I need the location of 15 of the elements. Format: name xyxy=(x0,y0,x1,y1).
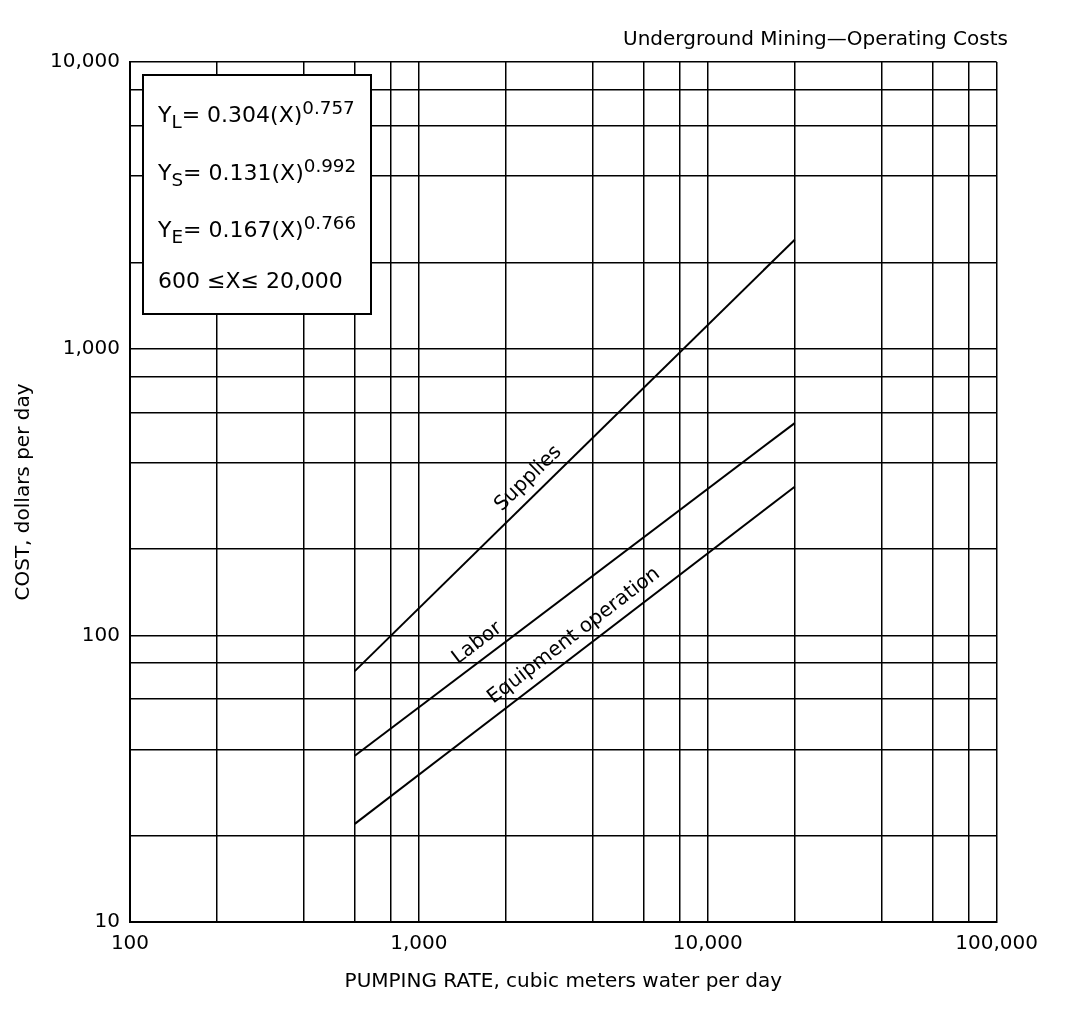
annotation: Y$_{L}$= 0.304(X)$^{0.757}$ xyxy=(157,96,356,134)
y-tick-label: 10,000 xyxy=(50,48,120,73)
x-tick-label: 1,000 xyxy=(390,930,448,955)
y-tick-label: 10 xyxy=(94,908,120,933)
x-tick-label: 100,000 xyxy=(955,930,1039,955)
x-tick-label: 10,000 xyxy=(672,930,743,955)
annotation: 600 ≤X≤ 20,000 xyxy=(157,267,344,296)
y-tick-label: 1,000 xyxy=(62,334,120,359)
x-axis-title: PUMPING RATE, cubic meters water per day xyxy=(344,968,783,993)
annotation: Y$_{S}$= 0.131(X)$^{0.992}$ xyxy=(157,153,357,192)
y-tick-label: 100 xyxy=(81,621,120,646)
x-tick-label: 100 xyxy=(110,930,150,955)
chart-title: Underground Mining—Operating Costs xyxy=(623,26,1008,51)
annotation: Y$_{E}$= 0.167(X)$^{0.766}$ xyxy=(157,211,357,250)
y-axis-title: COST, dollars per day xyxy=(10,383,35,601)
